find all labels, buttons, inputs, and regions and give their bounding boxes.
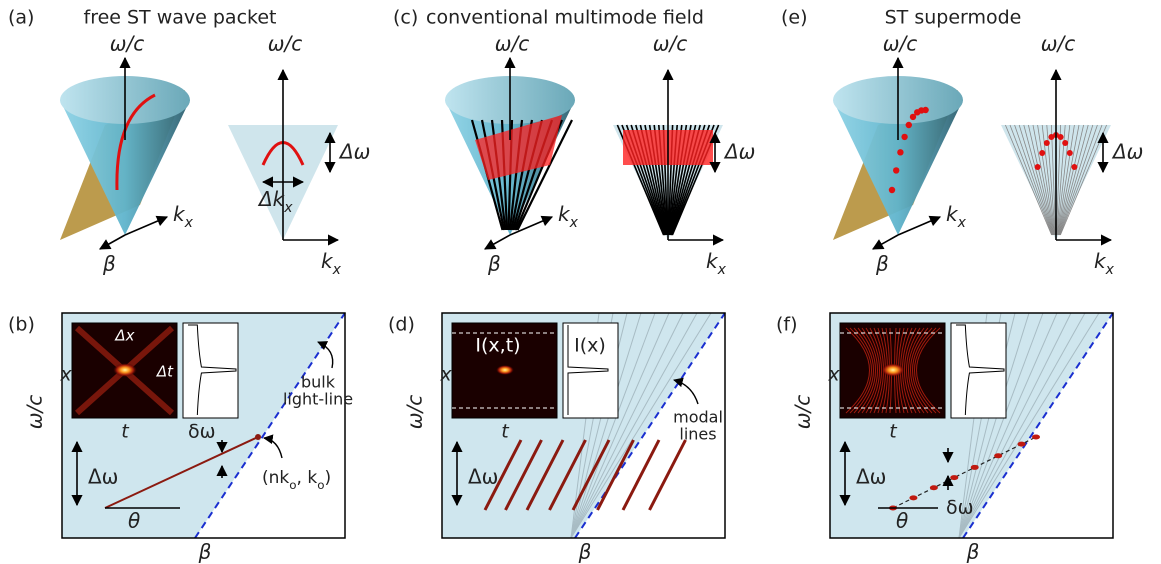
panel-label: (e) xyxy=(781,7,808,29)
mode-dot xyxy=(1018,442,1026,447)
axis-label: kx xyxy=(558,202,579,232)
beta-axis xyxy=(485,235,510,249)
inset-profile xyxy=(951,323,1006,418)
panel-title: conventional multimode field xyxy=(426,7,704,29)
mode-dot xyxy=(1071,164,1077,170)
text-part: , k xyxy=(297,468,318,488)
inset-label: Δt xyxy=(156,363,174,381)
mode-dot xyxy=(922,107,928,113)
angle-label: θ xyxy=(896,509,908,533)
panel-label: (a) xyxy=(8,7,34,29)
subscript: o xyxy=(289,478,296,492)
axis-label: β xyxy=(198,540,212,564)
mode-dot xyxy=(1044,140,1050,146)
annotation: lines xyxy=(679,425,716,444)
subscript: o xyxy=(317,478,324,492)
axis-label: ω/c xyxy=(403,395,427,429)
bandwidth-label: Δω xyxy=(88,465,118,489)
axis-label: kx xyxy=(946,202,967,232)
point xyxy=(255,434,261,440)
panel-title: free ST wave packet xyxy=(84,7,277,29)
mode-dot xyxy=(906,122,912,128)
inset-axis-label: x xyxy=(827,364,840,386)
axis-label: ω/c xyxy=(23,395,47,429)
axis-label: kx xyxy=(1094,249,1115,279)
axis-label: β xyxy=(487,252,501,276)
mode-dot xyxy=(930,485,938,490)
mode-dot xyxy=(1035,164,1041,170)
axis-label: β xyxy=(966,540,980,564)
axis-label: ω/c xyxy=(883,32,917,56)
hot-spot xyxy=(496,365,514,375)
bandwidth-label: Δω xyxy=(856,465,886,489)
bandwidth-label: Δω xyxy=(468,465,498,489)
subscript: x xyxy=(1105,262,1115,278)
mode-dot xyxy=(897,149,903,155)
annotation: light-line xyxy=(283,390,353,409)
inset-label: Δx xyxy=(114,327,134,345)
axis-label: ω/c xyxy=(653,32,687,56)
panel-label: (b) xyxy=(8,314,35,336)
bandwidth-label: Δω xyxy=(338,140,370,164)
mode-dot xyxy=(950,475,958,480)
mode-dot xyxy=(901,134,907,140)
mode-dot xyxy=(1058,134,1064,140)
panel-label: (d) xyxy=(388,314,415,336)
hot-spot xyxy=(113,363,137,377)
subscript: x xyxy=(283,200,293,216)
axis-label: kx xyxy=(321,249,342,279)
axis-label: β xyxy=(875,252,889,276)
subscript: x xyxy=(569,215,579,231)
mode-dot xyxy=(909,495,917,500)
axis-label: ω/c xyxy=(110,32,144,56)
axis-label: kx xyxy=(706,249,727,279)
delta-label: δω xyxy=(946,497,974,519)
axis-label: kx xyxy=(173,202,194,232)
bandwidth-label: Δω xyxy=(1111,140,1143,164)
subscript: x xyxy=(957,215,967,231)
text-part: (nk xyxy=(262,468,289,488)
inset-axis-label: x xyxy=(59,364,72,386)
axis-label: ω/c xyxy=(268,32,302,56)
delta-label: δω xyxy=(188,421,216,443)
beta-axis xyxy=(873,235,898,249)
subscript: x xyxy=(184,215,194,231)
text-part: Δk xyxy=(257,187,286,211)
axis-label: β xyxy=(102,252,116,276)
bandwidth-label: Δω xyxy=(723,140,755,164)
panel-label: (f) xyxy=(776,314,798,336)
axis-label: ω/c xyxy=(791,395,815,429)
subscript: x xyxy=(717,262,727,278)
panel-title: ST supermode xyxy=(885,7,1022,29)
angle-label: θ xyxy=(128,509,140,533)
axis-label: ω/c xyxy=(495,32,529,56)
figure: (a)free ST wave packetω/ckxβω/ckxΔωΔkx(c… xyxy=(0,0,1161,564)
inset-label: I(x) xyxy=(574,335,606,357)
mode-dot xyxy=(893,167,899,173)
inset-label: I(x,t) xyxy=(475,335,520,357)
text-part: ) xyxy=(324,468,331,488)
mode-dot xyxy=(971,465,979,470)
inset-axis-label: x xyxy=(439,364,452,386)
subscript: x xyxy=(332,262,342,278)
mode-dot xyxy=(1067,150,1073,156)
mode-dot xyxy=(994,453,1002,458)
mode-dot xyxy=(1039,150,1045,156)
mode-dot xyxy=(1062,140,1068,146)
panel-label: (c) xyxy=(393,7,418,29)
beta-axis xyxy=(100,235,125,249)
axis-label: ω/c xyxy=(1041,32,1075,56)
mode-dot xyxy=(889,187,895,193)
axis-label: β xyxy=(578,540,592,564)
inset-profile xyxy=(183,323,238,418)
hot-spot xyxy=(881,363,905,377)
mode-dot xyxy=(1032,435,1040,440)
